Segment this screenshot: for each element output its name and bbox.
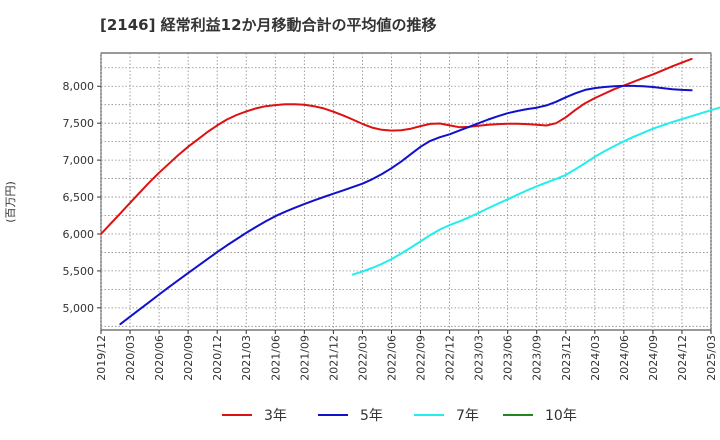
legend-label: 7年 xyxy=(456,408,479,424)
chart-title: [2146] 経常利益12か月移動合計の平均値の推移 xyxy=(100,16,437,34)
x-tick-label: 2025/03 xyxy=(705,335,718,381)
x-tick-label: 2021/03 xyxy=(240,335,253,381)
x-tick-label: 2024/09 xyxy=(647,335,660,381)
x-tick-label: 2022/06 xyxy=(385,335,398,381)
y-tick-label: 7,500 xyxy=(63,117,95,130)
x-tick-label: 2022/03 xyxy=(356,335,369,381)
series-line-5年 xyxy=(119,84,693,326)
grid xyxy=(100,53,712,330)
x-tick-label: 2022/09 xyxy=(415,335,428,381)
x-tick-label: 2021/06 xyxy=(269,335,282,381)
x-tick-label: 2021/12 xyxy=(327,335,340,381)
x-tick-label: 2023/09 xyxy=(531,335,544,381)
x-tick-label: 2020/03 xyxy=(124,335,137,381)
series-group xyxy=(100,57,720,326)
y-tick-label: 6,000 xyxy=(63,228,95,241)
y-tick-label: 5,500 xyxy=(63,265,95,278)
legend-label: 3年 xyxy=(264,408,287,424)
plot-area xyxy=(100,52,712,331)
x-tick-label: 2024/06 xyxy=(618,335,631,381)
y-axis-ticks: 5,000 5,500 6,000 6,500 7,000 7,500 8,000 xyxy=(63,80,101,315)
y-tick-label: 7,000 xyxy=(63,154,95,167)
x-tick-label: 2023/06 xyxy=(502,335,515,381)
x-tick-label: 2022/12 xyxy=(444,335,457,381)
x-tick-label: 2024/12 xyxy=(676,335,689,381)
x-tick-label: 2020/06 xyxy=(153,335,166,381)
series-line-3年 xyxy=(100,57,693,235)
x-tick-label: 2019/12 xyxy=(95,335,108,381)
y-tick-label: 8,000 xyxy=(63,80,95,93)
y-tick-label: 6,500 xyxy=(63,191,95,204)
legend-label: 5年 xyxy=(360,408,383,424)
legend: 3年 5年 7年 10年 xyxy=(222,408,577,424)
x-tick-label: 2023/12 xyxy=(560,335,573,381)
series-line-7年 xyxy=(351,106,720,276)
legend-label: 10年 xyxy=(545,408,577,424)
x-tick-label: 2023/03 xyxy=(473,335,486,381)
x-axis-ticks: 2019/12 2020/03 2020/06 2020/09 2020/12 2021/… xyxy=(95,330,718,381)
y-tick-label: 5,000 xyxy=(63,302,95,315)
y-axis-label: (百万円) xyxy=(4,181,17,223)
x-tick-label: 2024/03 xyxy=(589,335,602,381)
x-tick-label: 2020/09 xyxy=(182,335,195,381)
x-tick-label: 2020/12 xyxy=(211,335,224,381)
x-tick-label: 2021/09 xyxy=(298,335,311,381)
